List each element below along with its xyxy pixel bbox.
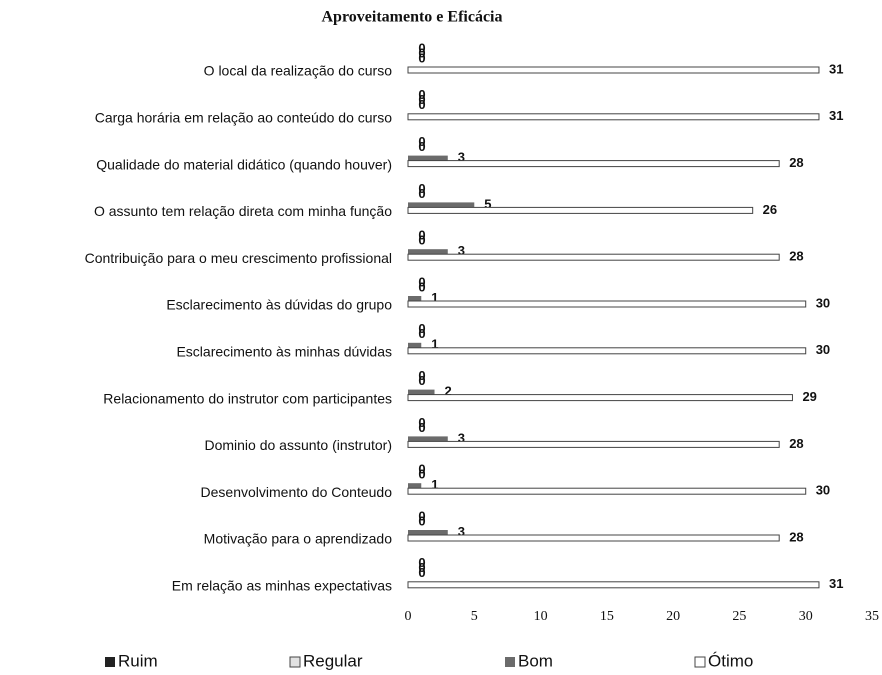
data-label: 0 (418, 462, 425, 477)
data-label: 3 (458, 243, 465, 258)
data-label: 29 (802, 389, 816, 404)
data-label: 0 (418, 420, 425, 435)
x-tick-label: 30 (799, 609, 813, 624)
category-label: Dominio do assunto (instrutor) (204, 437, 392, 453)
data-label: 0 (418, 279, 425, 294)
data-label: 0 (418, 555, 425, 570)
data-label: 28 (789, 436, 803, 451)
data-label: 0 (418, 415, 425, 430)
category-label: O assunto tem relação direta com minha f… (94, 203, 392, 219)
x-tick-label: 35 (865, 609, 879, 624)
data-label: 0 (418, 181, 425, 196)
bar (408, 296, 422, 301)
category-label: O local da realização do curso (204, 63, 393, 79)
x-tick-label: 25 (732, 609, 746, 624)
category-label: Qualidade do material didático (quando h… (96, 156, 392, 172)
bar (408, 436, 448, 442)
category-label: Contribuição para o meu crescimento prof… (85, 250, 392, 266)
legend-swatch (505, 657, 515, 667)
x-tick-label: 10 (534, 609, 548, 624)
data-label: 0 (418, 233, 425, 248)
bar (407, 113, 820, 121)
bar (407, 300, 807, 308)
x-tick-label: 5 (471, 609, 478, 624)
data-label: 0 (418, 228, 425, 243)
bar (407, 253, 780, 261)
bar (408, 155, 448, 161)
data-label: 0 (418, 139, 425, 154)
data-label: 30 (816, 295, 830, 310)
bar (407, 440, 780, 448)
bar (408, 483, 422, 489)
data-label: 0 (418, 45, 425, 60)
data-label: 1 (431, 477, 438, 492)
data-label: 28 (789, 529, 803, 544)
bar (408, 202, 475, 208)
data-label: 0 (418, 560, 425, 575)
data-label: 31 (829, 108, 843, 123)
category-label: Carga horária em relação ao conteúdo do … (95, 110, 393, 126)
data-label: 31 (829, 576, 843, 591)
data-label: 30 (816, 342, 830, 357)
bar (407, 487, 807, 495)
data-label: 0 (418, 373, 425, 388)
data-label: 0 (418, 321, 425, 336)
data-label: 0 (418, 513, 425, 528)
data-label: 1 (431, 290, 438, 305)
legend-label: Bom (518, 651, 553, 670)
bar (407, 394, 793, 402)
data-label: 0 (418, 186, 425, 201)
bar (408, 530, 448, 535)
bar (408, 249, 448, 255)
data-label: 3 (458, 524, 465, 539)
category-label: Esclarecimento às minhas dúvidas (176, 344, 392, 360)
data-label: 0 (418, 565, 425, 580)
bar (408, 342, 422, 348)
data-label: 0 (418, 368, 425, 383)
data-label: 0 (418, 92, 425, 107)
x-tick-label: 15 (600, 609, 614, 624)
data-label: 0 (418, 87, 425, 102)
legend-swatch (694, 656, 706, 668)
category-label: Motivação para o aprendizado (204, 531, 393, 547)
data-label: 0 (418, 508, 425, 523)
legend-label: Ótimo (708, 651, 753, 670)
data-label: 31 (829, 61, 843, 76)
data-label: 0 (418, 467, 425, 482)
data-label: 0 (418, 134, 425, 149)
x-tick-label: 20 (666, 609, 680, 624)
data-label: 0 (418, 274, 425, 289)
data-label: 26 (763, 202, 777, 217)
category-label: Relacionamento do instrutor com particip… (103, 390, 392, 406)
bar (407, 581, 820, 589)
bar (407, 66, 820, 74)
data-label: 2 (445, 384, 452, 399)
legend-swatch (105, 657, 115, 667)
bar (407, 347, 807, 355)
data-label: 3 (458, 150, 465, 165)
data-label: 0 (418, 326, 425, 341)
chart-title: Aproveitamento e Eficácia (322, 9, 503, 26)
data-label: 0 (418, 50, 425, 65)
data-label: 28 (789, 249, 803, 264)
legend-label: Ruim (118, 651, 158, 670)
data-label: 1 (431, 337, 438, 352)
data-label: 28 (789, 155, 803, 170)
bar (407, 160, 780, 168)
data-label: 3 (458, 430, 465, 445)
data-label: 30 (816, 483, 830, 498)
bar (407, 206, 754, 214)
data-label: 5 (484, 196, 491, 211)
bar (407, 534, 780, 542)
data-label: 0 (418, 40, 425, 55)
x-tick-label: 0 (405, 609, 412, 624)
legend-swatch (289, 656, 301, 668)
data-label: 0 (418, 97, 425, 112)
legend-label: Regular (303, 651, 363, 670)
category-label: Em relação as minhas expectativas (172, 578, 392, 594)
bar (408, 389, 435, 395)
category-label: Desenvolvimento do Conteudo (201, 484, 393, 500)
category-label: Esclarecimento às dúvidas do grupo (166, 297, 392, 313)
